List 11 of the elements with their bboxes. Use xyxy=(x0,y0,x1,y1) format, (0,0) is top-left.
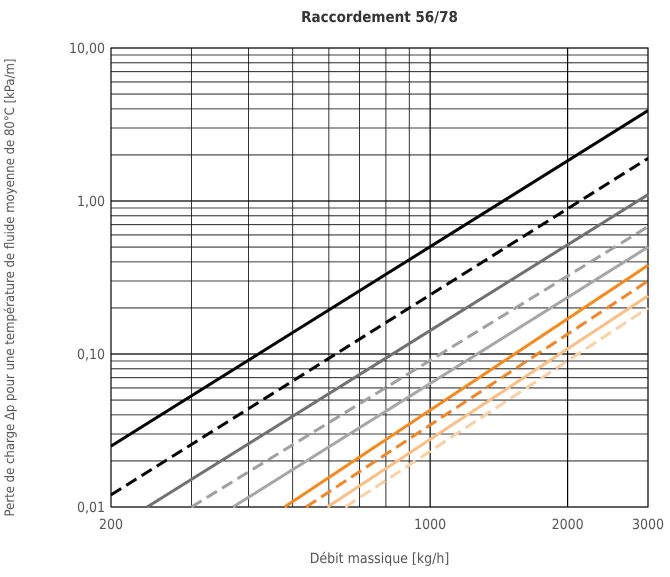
x-tick-label: 200 xyxy=(98,517,124,533)
y-tick-label: 0,01 xyxy=(76,500,105,516)
y-tick-label: 0,10 xyxy=(76,347,105,363)
y-tick-label: 10,00 xyxy=(68,41,105,57)
x-tick-label: 2000 xyxy=(552,517,584,533)
x-tick-label: 1000 xyxy=(414,517,446,533)
y-tick-label: 1,00 xyxy=(76,194,105,210)
x-tick-label: 3000 xyxy=(632,517,664,533)
y-axis-title: Perte de charge Δp pour une température de fluide moyenne de 80°C [kPa/m] xyxy=(3,58,18,516)
x-axis-title: Débit massique [kg/h] xyxy=(310,551,450,567)
chart-title: Raccordement 56/78 xyxy=(301,8,458,26)
